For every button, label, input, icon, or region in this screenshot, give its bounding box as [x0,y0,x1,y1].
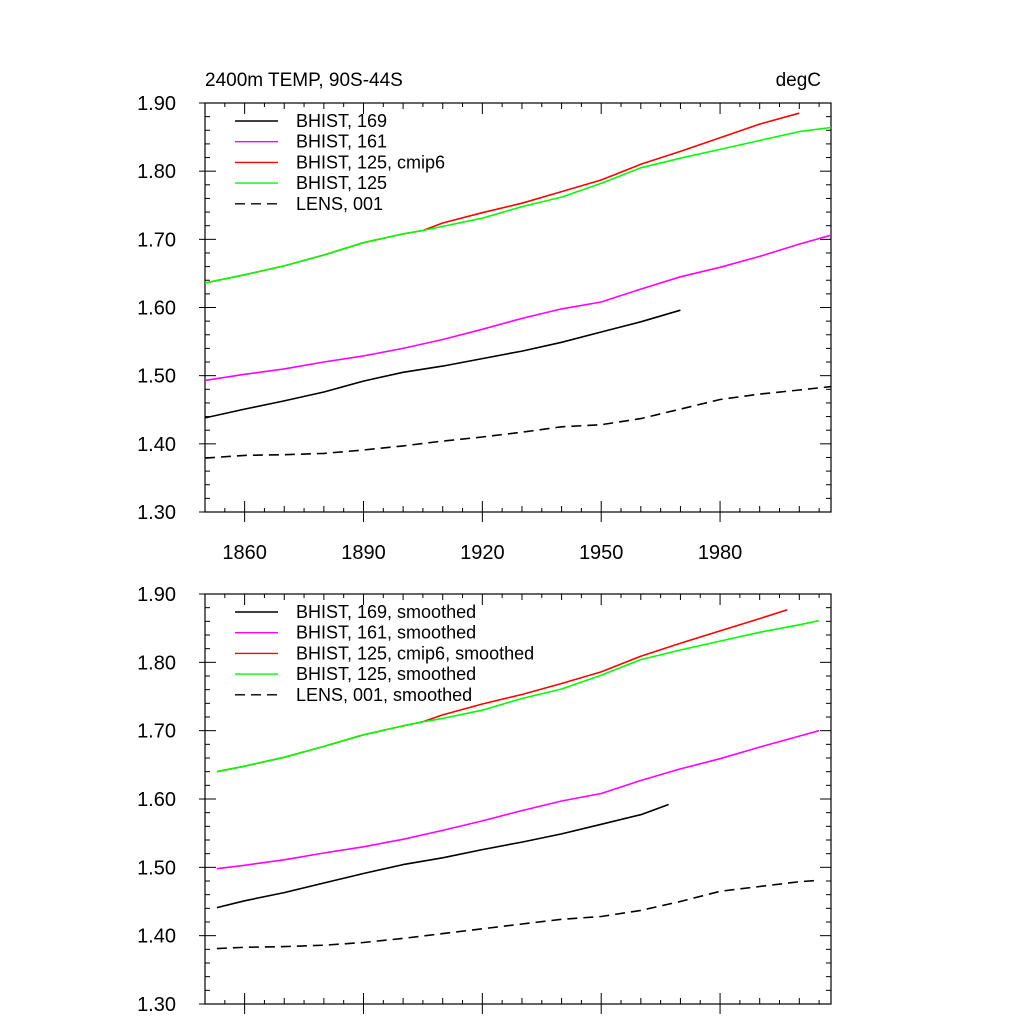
y-tick-label: 1.70 [137,229,176,251]
series-line [204,126,832,284]
y-tick-label: 1.60 [137,298,176,320]
y-tick-label: 1.30 [137,994,176,1016]
y-tick-label: 1.70 [137,721,176,743]
y-tick-label: 1.50 [137,366,176,388]
units-label: degC [776,70,821,91]
series-line [216,803,669,909]
y-tick-label: 1.80 [137,652,176,674]
x-tick-label: 1860 [222,542,267,564]
y-tick-label: 1.40 [137,434,176,456]
x-tick-label: 1920 [460,542,505,564]
y-tick-label: 1.90 [137,584,176,606]
series-line [216,729,820,870]
y-tick-label: 1.60 [137,789,176,811]
y-tick-label: 1.40 [137,926,176,948]
y-tick-label: 1.50 [137,857,176,879]
legend-label: BHIST, 169 [296,111,387,131]
bottom-panel: 1.30 1.40 1.50 1.60 1.70 1.80 1.90 BHIST, 169, … [137,584,832,1016]
legend-label: BHIST, 169, smoothed [296,602,476,622]
series-line [216,619,820,773]
y-tick-label: 1.90 [137,93,176,115]
legend-label: LENS, 001 [296,194,383,214]
top-panel: 1.30 1.40 1.50 1.60 1.70 1.80 1.90 1860 1890 1920… [137,70,832,564]
y-tick-label: 1.80 [137,161,176,183]
legend-label: BHIST, 125, cmip6 [296,152,445,172]
legend-label: BHIST, 125 [296,173,387,193]
x-tick-label: 1950 [579,542,624,564]
legend-label: LENS, 001, smoothed [296,685,472,705]
chart-title: 2400m TEMP, 90S-44S [205,70,403,91]
series-line [204,309,681,419]
legend-label: BHIST, 161 [296,132,387,152]
legend-label: BHIST, 125, cmip6, smoothed [296,643,534,663]
legend-label: BHIST, 125, smoothed [296,664,476,684]
y-tick-label: 1.30 [137,502,176,524]
series-line [216,879,820,950]
legend-label: BHIST, 161, smoothed [296,623,476,643]
series-line [204,112,800,284]
series-line [204,234,832,382]
x-tick-label: 1890 [341,542,386,564]
x-tick-label: 1980 [698,542,743,564]
series-line [204,385,832,459]
